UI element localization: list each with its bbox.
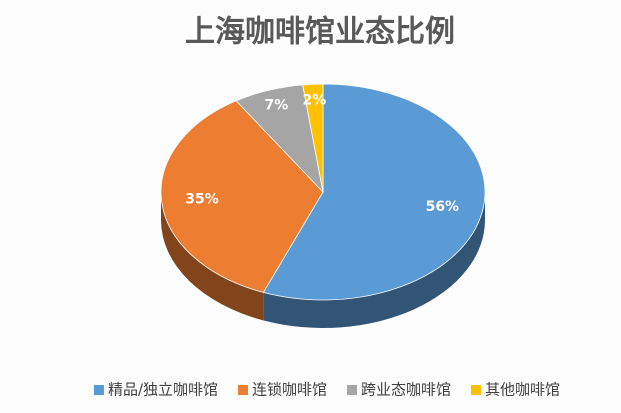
value-label: 56% xyxy=(426,199,460,215)
chart-title: 上海咖啡馆业态比例 xyxy=(185,15,455,50)
slice-side xyxy=(263,192,485,328)
legend-item: 跨业态咖啡馆 xyxy=(347,381,451,399)
legend-item: 精品/独立咖啡馆 xyxy=(93,381,218,399)
value-label: 7% xyxy=(264,98,288,114)
value-label: 2% xyxy=(302,92,326,108)
legend-label: 跨业态咖啡馆 xyxy=(361,381,451,399)
value-label: 35% xyxy=(185,192,219,208)
slice-side xyxy=(161,192,264,321)
slice xyxy=(160,100,324,293)
legend-swatch xyxy=(238,385,249,395)
legend-item: 连锁咖啡馆 xyxy=(238,381,327,399)
legend-swatch xyxy=(93,385,104,395)
slice xyxy=(302,83,324,193)
legend-label: 精品/独立咖啡馆 xyxy=(108,381,218,399)
legend-label: 连锁咖啡馆 xyxy=(252,381,327,399)
legend-swatch xyxy=(471,385,482,395)
legend-item: 其他咖啡馆 xyxy=(471,381,560,399)
slice xyxy=(262,83,486,301)
legend-label: 其他咖啡馆 xyxy=(485,381,560,399)
legend-swatch xyxy=(347,385,358,395)
